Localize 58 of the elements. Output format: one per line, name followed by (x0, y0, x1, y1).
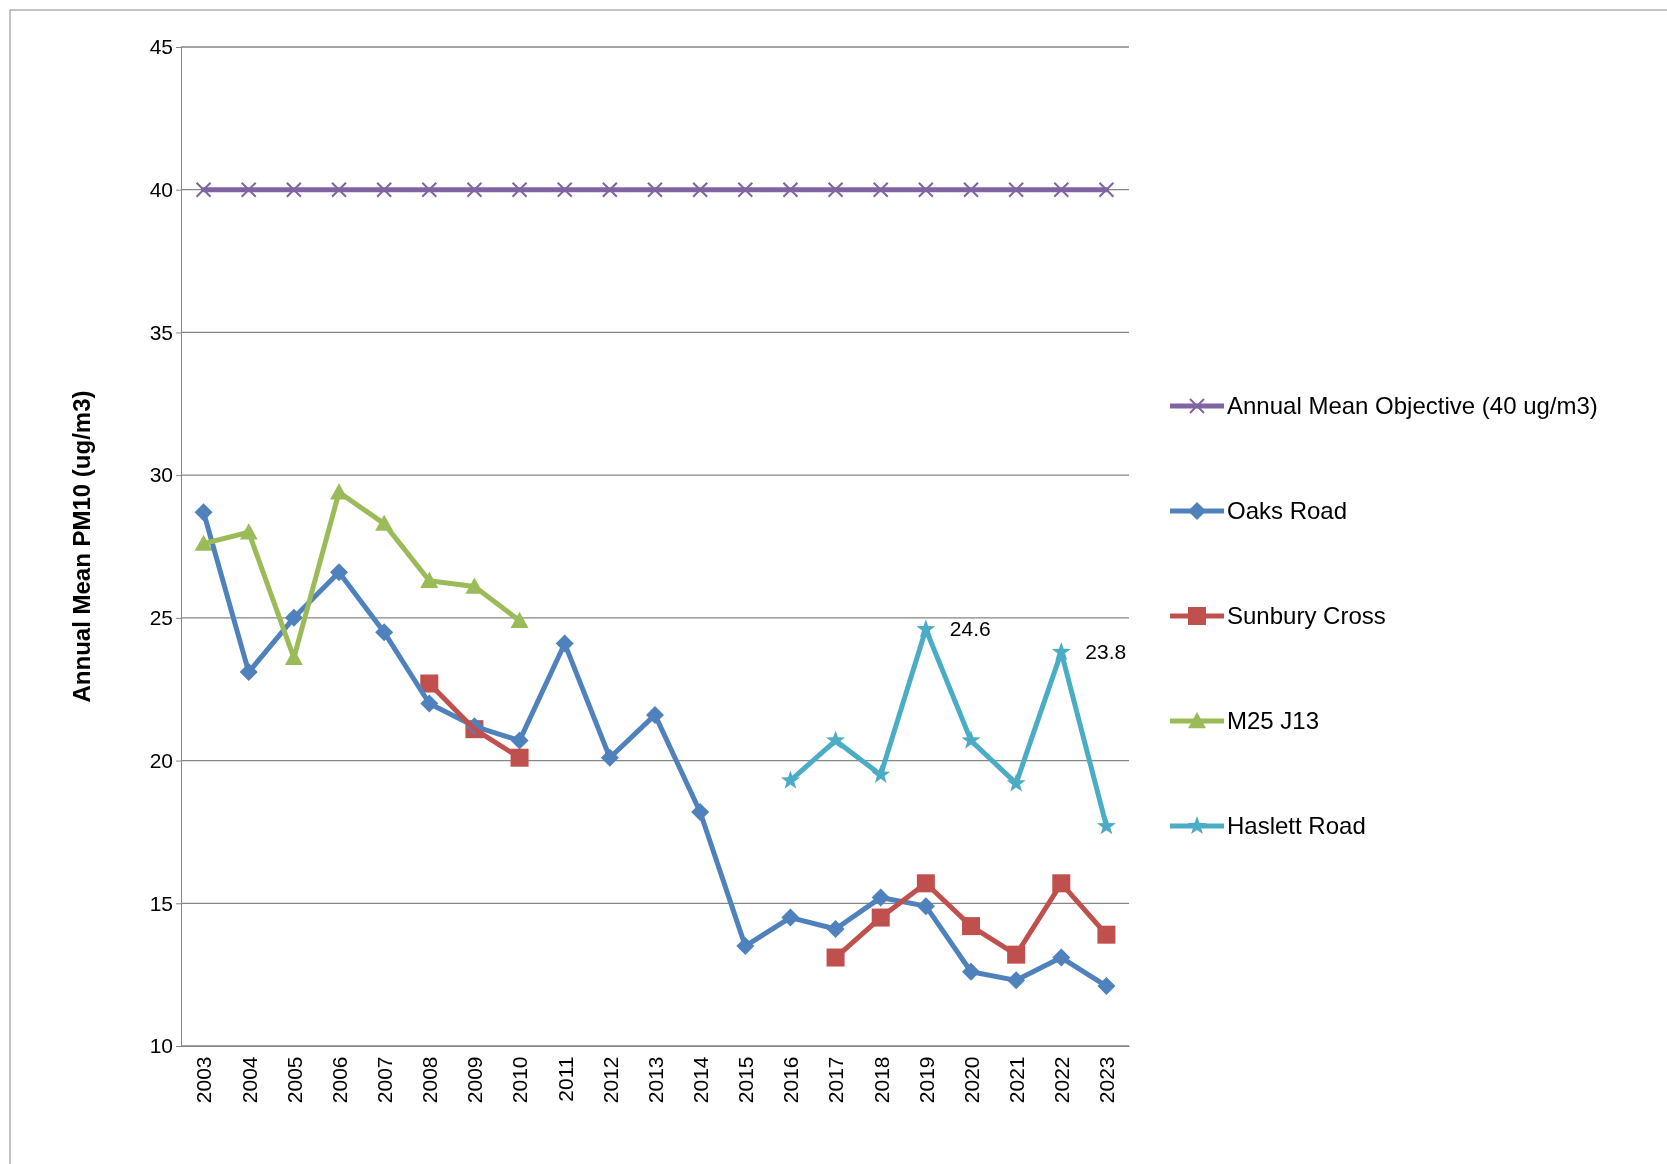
x-tick-label: 2004 (237, 1056, 261, 1104)
y-tick-label: 40 (149, 177, 173, 201)
point (466, 181, 483, 198)
point (692, 181, 709, 198)
point (331, 181, 347, 198)
point (917, 181, 934, 198)
point (601, 181, 618, 198)
legend-label: Sunbury Cross (1227, 602, 1386, 629)
data-label: 23.8 (1085, 640, 1127, 664)
y-tick-label: 25 (149, 606, 173, 630)
point (1008, 181, 1025, 198)
point (421, 181, 438, 198)
x-tick-label: 2003 (192, 1056, 216, 1104)
point (782, 181, 799, 198)
x-tick-label: 2023 (1095, 1056, 1119, 1104)
point (556, 181, 573, 198)
point (872, 181, 889, 198)
y-axis-title: Annual Mean PM10 (ug/m3) (68, 390, 95, 703)
x-tick-label: 2018 (869, 1056, 893, 1104)
data-label: 24.6 (949, 617, 991, 641)
point (1098, 181, 1115, 198)
x-tick-label: 2012 (598, 1056, 622, 1104)
point (963, 181, 979, 198)
point (647, 181, 663, 198)
legend-label: Haslett Road (1227, 812, 1366, 839)
x-tick-label: 2015 (734, 1056, 758, 1104)
point (827, 181, 844, 198)
x-tick-label: 2005 (282, 1056, 306, 1104)
point (1053, 181, 1070, 198)
point (737, 181, 754, 198)
x-tick-label: 2017 (824, 1056, 848, 1104)
point (285, 181, 302, 198)
x-tick-label: 2007 (372, 1056, 396, 1104)
x-tick-label: 2006 (327, 1056, 351, 1104)
legend-label: Oaks Road (1227, 497, 1348, 524)
y-tick-label: 15 (149, 891, 173, 915)
x-tick-label: 2021 (1004, 1056, 1028, 1104)
point (240, 181, 257, 198)
x-tick-label: 2014 (688, 1056, 712, 1104)
y-tick-label: 45 (149, 35, 173, 59)
x-tick-label: 2009 (463, 1056, 487, 1104)
y-tick-label: 10 (149, 1034, 173, 1058)
x-tick-label: 2019 (914, 1056, 938, 1104)
x-tick-label: 2016 (779, 1056, 803, 1104)
legend-label: Annual Mean Objective (40 ug/m3) (1227, 392, 1598, 419)
y-tick-label: 30 (149, 463, 173, 487)
x-tick-label: 2011 (553, 1056, 577, 1102)
y-tick-label: 35 (149, 320, 173, 344)
point (376, 181, 393, 198)
x-tick-label: 2020 (959, 1056, 983, 1104)
x-tick-label: 2022 (1050, 1056, 1074, 1104)
x-tick-label: 2010 (508, 1056, 532, 1104)
point (511, 181, 528, 198)
x-tick-label: 2013 (643, 1056, 667, 1104)
legend-label: M25 J13 (1227, 707, 1320, 734)
y-tick-label: 20 (149, 748, 173, 772)
point (195, 181, 212, 198)
x-tick-label: 2008 (418, 1056, 442, 1104)
